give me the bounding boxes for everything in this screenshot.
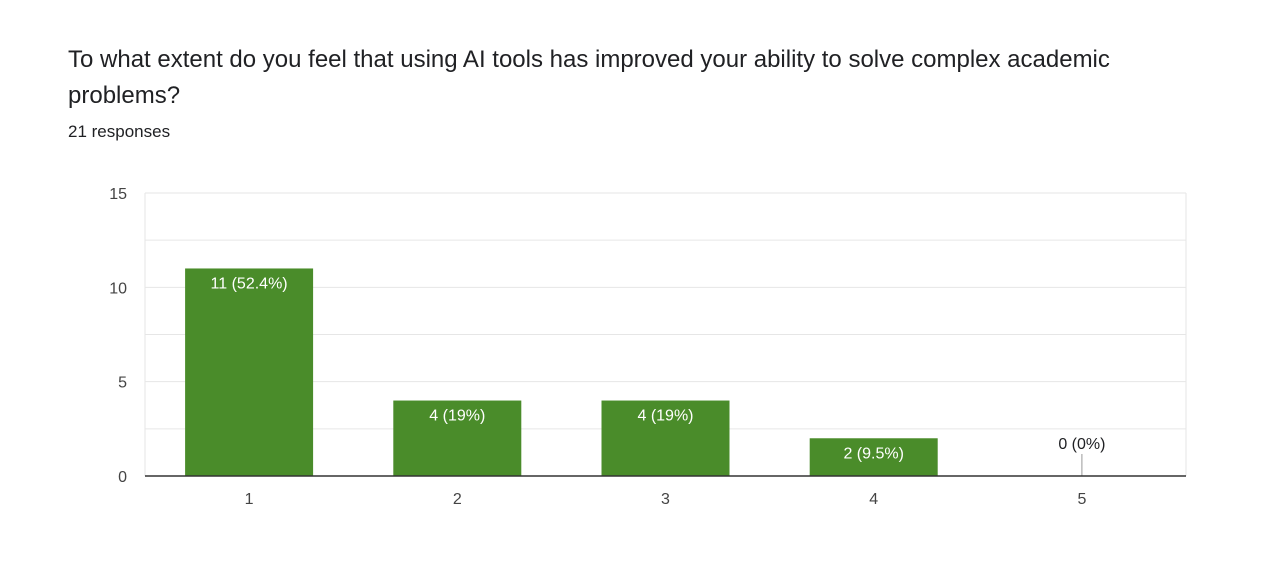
bar	[185, 268, 314, 476]
x-tick-label: 5	[1077, 491, 1086, 508]
bar-data-label: 0 (0%)	[1058, 436, 1105, 453]
y-tick-label: 0	[118, 469, 127, 486]
bar-data-label: 4 (19%)	[637, 408, 693, 425]
bar-data-label: 4 (19%)	[429, 408, 485, 425]
y-tick-label: 10	[109, 280, 127, 297]
x-tick-label: 1	[245, 491, 254, 508]
bar-data-label: 2 (9.5%)	[843, 445, 903, 462]
bar	[809, 438, 938, 476]
bar	[393, 400, 522, 476]
bar	[601, 400, 730, 476]
x-tick-label: 4	[869, 491, 878, 508]
y-tick-label: 5	[118, 375, 127, 392]
x-tick-label: 2	[453, 491, 462, 508]
x-tick-label: 3	[661, 491, 670, 508]
y-tick-label: 15	[109, 186, 127, 203]
bar-data-label: 11 (52.4%)	[211, 275, 288, 292]
response-count: 21 responses	[68, 122, 171, 141]
question-title: To what extent do you feel that using AI…	[68, 46, 1110, 109]
